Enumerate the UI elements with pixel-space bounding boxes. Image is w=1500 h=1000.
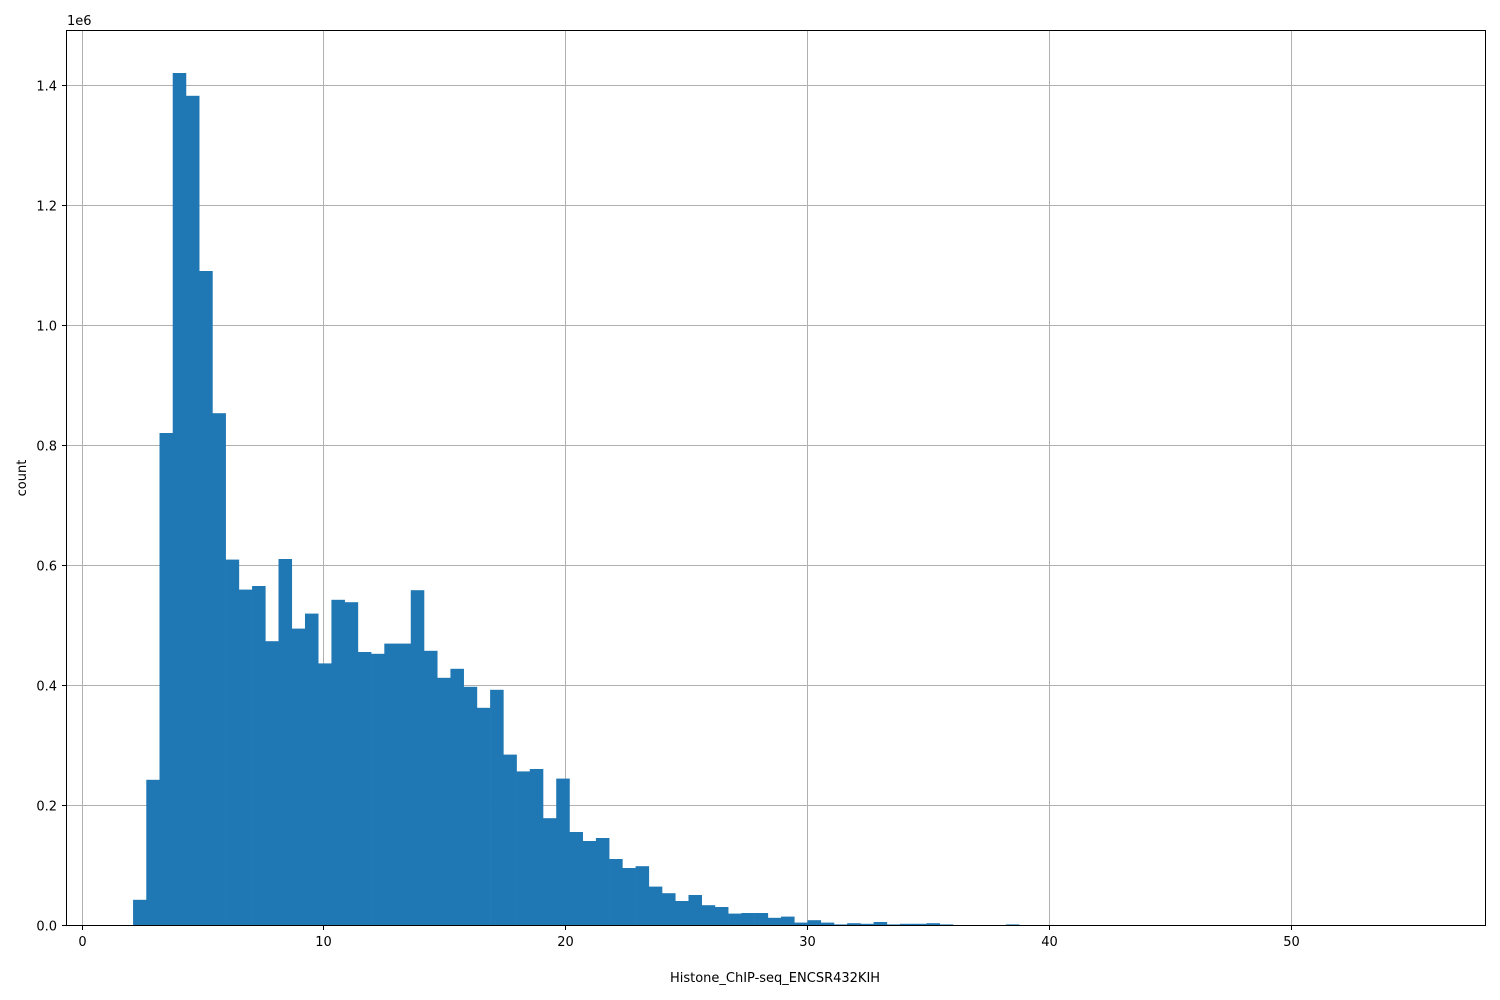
histogram-bar xyxy=(900,923,914,925)
histogram-bar xyxy=(622,868,636,925)
histogram-bar xyxy=(635,866,650,925)
x-tick-label: 30 xyxy=(799,935,816,950)
x-tick-label: 0 xyxy=(78,935,86,950)
histogram-bar xyxy=(820,922,835,925)
histogram-bar xyxy=(357,652,372,925)
histogram-bar xyxy=(304,613,319,925)
histogram-bar xyxy=(252,586,266,925)
y-axis-ticks: 0.0 0.2 0.4 0.6 0.8 1.0 1.2 1.4 xyxy=(36,80,67,935)
histogram-bars xyxy=(133,73,1020,926)
histogram-bar xyxy=(873,922,888,925)
y-tick-label: 0.2 xyxy=(36,800,57,815)
histogram-bar xyxy=(463,686,478,925)
histogram-bar xyxy=(569,832,583,925)
histogram-bar xyxy=(556,778,570,925)
histogram-bar xyxy=(476,707,491,925)
histogram-bar xyxy=(265,641,279,925)
x-axis-label: Histone_ChIP-seq_ENCSR432KIH xyxy=(670,971,880,986)
histogram-bar xyxy=(886,924,901,926)
histogram-bar xyxy=(926,923,941,925)
histogram-bar xyxy=(146,779,160,925)
x-tick-label: 20 xyxy=(557,935,574,950)
histogram-bar xyxy=(913,923,927,925)
histogram-bar xyxy=(688,895,703,925)
histogram-bar xyxy=(595,838,610,925)
histogram-bar xyxy=(331,599,345,925)
x-tick-label: 40 xyxy=(1041,935,1058,950)
histogram-bar xyxy=(714,907,729,925)
y-tick-label: 1.2 xyxy=(36,200,57,215)
histogram-bar xyxy=(371,653,385,925)
histogram-bar xyxy=(767,917,782,925)
histogram-bar xyxy=(728,913,742,925)
x-tick-label: 50 xyxy=(1283,935,1300,950)
histogram-bar xyxy=(344,602,359,925)
histogram-bar xyxy=(543,818,557,925)
histogram-bar xyxy=(212,413,226,925)
histogram-bar xyxy=(185,95,200,926)
histogram-bar xyxy=(516,771,531,925)
histogram-bar xyxy=(609,859,623,925)
y-tick-label: 1.4 xyxy=(36,80,57,95)
histogram-bar xyxy=(675,901,689,925)
histogram-bar xyxy=(318,663,332,925)
histogram-bar xyxy=(450,668,464,925)
grid-lines xyxy=(67,31,1485,926)
x-tick-label: 10 xyxy=(315,935,332,950)
y-axis-label: count xyxy=(15,460,30,497)
histogram-bar xyxy=(847,923,861,925)
y-tick-label: 0.6 xyxy=(36,560,57,575)
histogram-bar xyxy=(384,643,398,925)
histogram-bar xyxy=(437,677,451,925)
histogram-bar xyxy=(529,769,544,925)
histogram-bar xyxy=(754,913,769,925)
histogram-bar xyxy=(278,559,293,925)
histogram-bar xyxy=(172,73,187,925)
histogram-bar xyxy=(225,559,240,925)
histogram-bar xyxy=(397,643,412,925)
histogram-bar xyxy=(701,905,716,925)
histogram-bar xyxy=(291,628,306,925)
histogram-bar xyxy=(1005,924,1020,926)
histogram-bar xyxy=(238,589,253,925)
y-tick-label: 0.0 xyxy=(36,920,57,935)
histogram-bar xyxy=(503,754,517,925)
histogram-bar xyxy=(807,920,822,925)
histogram-bar xyxy=(741,913,755,925)
histogram-bar xyxy=(860,923,874,925)
y-tick-label: 0.8 xyxy=(36,440,57,455)
x-axis-ticks: 0 10 20 30 40 50 xyxy=(78,925,1300,950)
y-tick-label: 1.0 xyxy=(36,320,57,335)
histogram-bar xyxy=(794,922,808,925)
histogram-bar xyxy=(582,841,597,925)
histogram-bar xyxy=(833,924,848,926)
histogram-bar xyxy=(781,916,795,925)
histogram-bar xyxy=(133,899,147,925)
histogram-bar xyxy=(159,433,174,925)
histogram-bar xyxy=(648,886,663,925)
histogram-bar xyxy=(199,271,213,925)
histogram-bar xyxy=(662,893,676,925)
histogram-bar xyxy=(939,924,954,926)
y-tick-label: 0.4 xyxy=(36,680,57,695)
histogram-bar xyxy=(410,590,425,925)
histogram-bar xyxy=(423,650,438,925)
histogram-bar xyxy=(490,689,504,925)
plot-frame xyxy=(66,30,1486,926)
y-offset-text: 1e6 xyxy=(67,14,92,29)
